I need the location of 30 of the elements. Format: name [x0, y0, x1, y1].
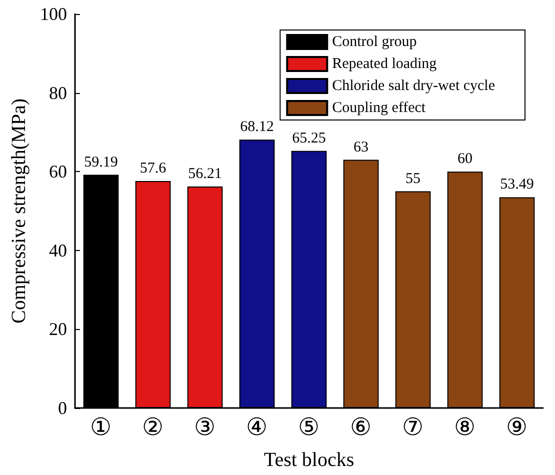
x-tick-label: ② — [142, 415, 164, 441]
data-label: 60 — [458, 151, 472, 168]
y-tick-label: 80 — [49, 82, 67, 103]
data-label: 56.21 — [188, 166, 222, 182]
x-tick-label: ⑦ — [402, 415, 424, 441]
x-tick-label: ⑤ — [298, 415, 320, 441]
x-tick-label: ⑥ — [350, 415, 372, 441]
data-label: 65.25 — [292, 130, 326, 146]
x-tick-label: ⑨ — [506, 415, 528, 441]
y-tick-label: 0 — [58, 398, 67, 418]
x-tick-label: ⑧ — [454, 415, 476, 441]
y-tick-label: 20 — [49, 319, 67, 340]
legend-label: Coupling effect — [332, 100, 426, 116]
x-tick-label: ① — [90, 415, 112, 441]
legend-label: Control group — [332, 34, 417, 50]
x-axis-title: Test blocks — [264, 449, 354, 471]
data-label: 68.12 — [240, 119, 274, 136]
data-label: 53.49 — [500, 176, 534, 193]
x-tick-label: ④ — [246, 415, 268, 441]
legend-label: Chloride salt dry-wet cycle — [332, 78, 496, 94]
y-tick-label: 100 — [40, 4, 67, 24]
data-label: 63 — [354, 139, 368, 156]
data-label: 55 — [406, 170, 420, 187]
legend-label: Repeated loading — [332, 56, 438, 72]
y-axis-title: Compressive strength(MPa) — [8, 98, 30, 324]
data-label: 59.19 — [84, 154, 118, 170]
y-tick-label: 40 — [49, 240, 67, 260]
x-tick-label: ③ — [194, 415, 216, 441]
data-label: 57.6 — [140, 160, 167, 177]
y-tick-label: 60 — [49, 162, 67, 182]
